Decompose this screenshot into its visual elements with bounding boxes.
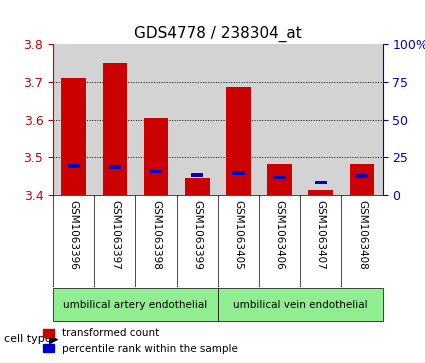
Text: cell type: cell type bbox=[4, 334, 52, 344]
Bar bbox=[94, 44, 136, 195]
Bar bbox=[109, 166, 121, 169]
Text: GSM1063408: GSM1063408 bbox=[357, 200, 367, 270]
Bar bbox=[185, 178, 210, 195]
Text: GSM1063397: GSM1063397 bbox=[110, 200, 120, 270]
Text: umbilical vein endothelial: umbilical vein endothelial bbox=[233, 300, 368, 310]
Text: GSM1063396: GSM1063396 bbox=[69, 200, 79, 270]
Bar bbox=[144, 118, 168, 195]
Bar bbox=[259, 44, 300, 195]
Bar bbox=[273, 176, 286, 179]
Bar bbox=[349, 164, 374, 195]
Bar bbox=[356, 174, 368, 178]
Text: GSM1063407: GSM1063407 bbox=[316, 200, 326, 270]
Bar bbox=[191, 174, 204, 177]
Text: GSM1063399: GSM1063399 bbox=[192, 200, 202, 270]
Bar bbox=[68, 164, 80, 168]
Bar bbox=[267, 164, 292, 195]
Legend: transformed count, percentile rank within the sample: transformed count, percentile rank withi… bbox=[39, 324, 242, 358]
Text: GSM1063398: GSM1063398 bbox=[151, 200, 161, 270]
Bar bbox=[136, 44, 177, 195]
Bar bbox=[53, 44, 94, 195]
Title: GDS4778 / 238304_at: GDS4778 / 238304_at bbox=[134, 26, 302, 42]
Bar bbox=[314, 181, 327, 184]
Bar bbox=[61, 78, 86, 195]
Bar bbox=[226, 87, 251, 195]
FancyBboxPatch shape bbox=[218, 289, 382, 321]
Text: GSM1063405: GSM1063405 bbox=[233, 200, 244, 270]
Bar bbox=[177, 44, 218, 195]
Bar bbox=[102, 63, 127, 195]
Bar bbox=[300, 44, 341, 195]
Bar bbox=[218, 44, 259, 195]
Bar bbox=[341, 44, 382, 195]
Text: ▶: ▶ bbox=[49, 333, 59, 346]
FancyBboxPatch shape bbox=[53, 289, 218, 321]
Text: umbilical artery endothelial: umbilical artery endothelial bbox=[63, 300, 207, 310]
Bar bbox=[309, 190, 333, 195]
Bar bbox=[232, 171, 244, 175]
Bar bbox=[150, 170, 162, 174]
Text: GSM1063406: GSM1063406 bbox=[275, 200, 285, 270]
